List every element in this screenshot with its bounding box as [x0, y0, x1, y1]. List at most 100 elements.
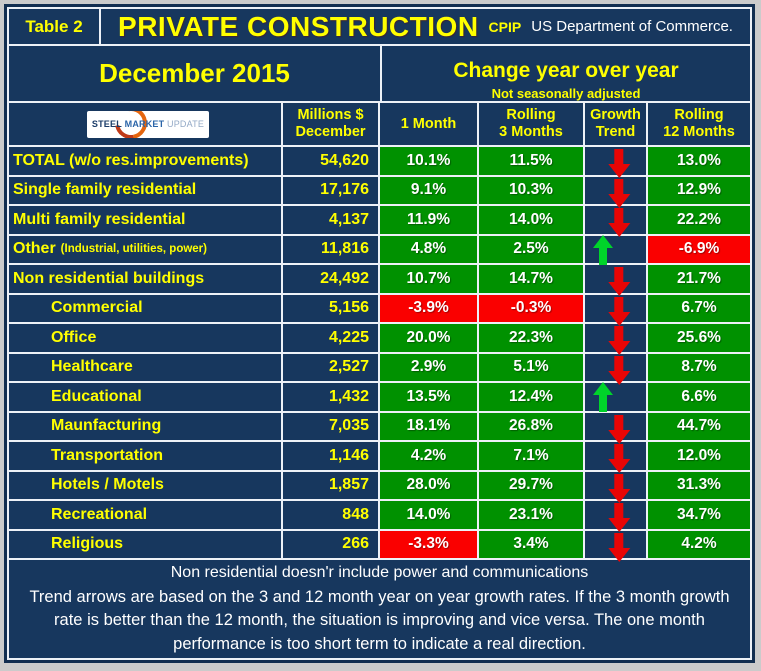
title-row: Table 2 PRIVATE CONSTRUCTION CPIP US Dep… [9, 9, 750, 46]
trend-cell [585, 501, 648, 529]
pct-12months: 12.9% [648, 176, 750, 204]
pct-1month: 2.9% [380, 353, 479, 381]
trend-cell [585, 235, 648, 265]
pct-12months: 6.7% [648, 294, 750, 322]
column-header-millions: Millions $ December [283, 103, 380, 145]
millions-value: 11,816 [283, 235, 380, 263]
down-arrow-icon [608, 208, 630, 237]
column-header-rolling12: Rolling 12 Months [663, 107, 735, 140]
millions-value: 1,432 [283, 383, 380, 411]
program-label: CPIP [488, 18, 522, 35]
row-label: Non residential buildings [9, 265, 283, 293]
trend-cell [585, 176, 648, 208]
millions-value: 4,225 [283, 324, 380, 352]
column-header-growth-trend: Growth Trend [585, 103, 648, 145]
table-row-total: TOTAL (w/o res.improvements) 54,620 10.1… [9, 147, 750, 177]
trend-cell [585, 442, 648, 470]
down-arrow-icon [608, 444, 630, 473]
pct-1month: 11.9% [380, 206, 479, 234]
pct-3months: 12.4% [479, 383, 585, 411]
table-inner: Table 2 PRIVATE CONSTRUCTION CPIP US Dep… [7, 7, 752, 660]
pct-1month: 4.2% [380, 442, 479, 470]
pct-12months: 8.7% [648, 353, 750, 381]
table-row-religious: Religious 266 -3.3% 3.4% 4.2% [9, 530, 750, 560]
pct-1month: -3.9% [380, 294, 479, 322]
down-arrow-icon [608, 179, 630, 208]
row-label: Educational [9, 383, 283, 411]
footer-note: Non residential doesn'r include power an… [170, 564, 589, 581]
table-row-commercial: Commercial 5,156 -3.9% -0.3% 6.7% [9, 294, 750, 324]
up-arrow-icon [593, 235, 613, 265]
pct-1month: 18.1% [380, 412, 479, 440]
trend-cell [585, 412, 648, 444]
up-arrow-icon [593, 382, 613, 412]
down-arrow-icon [608, 415, 630, 444]
row-label: Healthcare [9, 353, 283, 381]
title-cell: PRIVATE CONSTRUCTION CPIP US Department … [101, 9, 750, 44]
agency-label: US Department of Commerce. [531, 18, 733, 35]
trend-cell [585, 353, 648, 381]
pct-1month: 14.0% [380, 501, 479, 529]
pct-12months: 44.7% [648, 412, 750, 440]
trend-cell [585, 265, 648, 293]
pct-3months: 14.0% [479, 206, 585, 234]
millions-value: 5,156 [283, 294, 380, 322]
pct-12months: 31.3% [648, 471, 750, 499]
pct-12months: 21.7% [648, 265, 750, 293]
trend-cell [585, 294, 648, 322]
column-header-1month: 1 Month [380, 103, 479, 145]
pct-3months: -0.3% [479, 294, 585, 322]
pct-12months: -6.9% [648, 235, 750, 263]
pct-12months: 12.0% [648, 442, 750, 470]
row-label: Office [9, 324, 283, 352]
footer: Non residential doesn'r include power an… [9, 560, 750, 658]
steel-market-update-logo: STEEL MARKET UPDATE [87, 110, 209, 138]
row-label: Recreational [9, 501, 283, 529]
pct-3months: 11.5% [479, 147, 585, 175]
construction-table: Table 2 PRIVATE CONSTRUCTION CPIP US Dep… [4, 4, 755, 663]
pct-1month: 9.1% [380, 176, 479, 204]
pct-12months: 6.6% [648, 383, 750, 411]
pct-1month: 13.5% [380, 383, 479, 411]
subheader-row: December 2015 Change year over year Not … [9, 46, 750, 103]
trend-cell [585, 324, 648, 352]
row-label: Transportation [9, 442, 283, 470]
change-subheader: Not seasonally adjusted [491, 86, 641, 101]
pct-3months: 29.7% [479, 471, 585, 499]
down-arrow-icon [608, 474, 630, 503]
pct-1month: 10.1% [380, 147, 479, 175]
table-row-single-family: Single family residential 17,176 9.1% 10… [9, 176, 750, 208]
pct-12months: 4.2% [648, 530, 750, 558]
pct-12months: 13.0% [648, 147, 750, 175]
trend-cell [585, 206, 648, 234]
trend-cell [585, 383, 648, 411]
millions-value: 1,857 [283, 471, 380, 499]
millions-value: 54,620 [283, 147, 380, 175]
table-row-office: Office 4,225 20.0% 22.3% 25.6% [9, 324, 750, 354]
millions-value: 266 [283, 530, 380, 558]
pct-3months: 23.1% [479, 501, 585, 529]
table-number-label: Table 2 [9, 9, 101, 44]
period-label: December 2015 [9, 46, 382, 101]
column-header-row: STEEL MARKET UPDATE Millions $ December … [9, 103, 750, 147]
millions-value: 848 [283, 501, 380, 529]
table-row-educational: Educational 1,432 13.5% 12.4% 6.6% [9, 383, 750, 413]
pct-1month: -3.3% [380, 530, 479, 558]
table-row-manufacturing: Maunfacturing 7,035 18.1% 26.8% 44.7% [9, 412, 750, 444]
row-label: TOTAL (w/o res.improvements) [9, 147, 283, 175]
pct-3months: 5.1% [479, 353, 585, 381]
millions-value: 24,492 [283, 265, 380, 293]
row-label: Other (Industrial, utilities, power) [9, 235, 283, 263]
column-header-rolling3: Rolling 3 Months [479, 103, 585, 145]
pct-3months: 22.3% [479, 324, 585, 352]
row-label: Hotels / Motels [9, 471, 283, 499]
millions-value: 1,146 [283, 442, 380, 470]
table-row-non-residential: Non residential buildings 24,492 10.7% 1… [9, 265, 750, 295]
millions-value: 4,137 [283, 206, 380, 234]
pct-3months: 3.4% [479, 530, 585, 558]
table-row-hotels-motels: Hotels / Motels 1,857 28.0% 29.7% 31.3% [9, 471, 750, 503]
down-arrow-icon [608, 149, 630, 178]
pct-12months: 25.6% [648, 324, 750, 352]
millions-value: 7,035 [283, 412, 380, 440]
table-row-multi-family: Multi family residential 4,137 11.9% 14.… [9, 206, 750, 236]
